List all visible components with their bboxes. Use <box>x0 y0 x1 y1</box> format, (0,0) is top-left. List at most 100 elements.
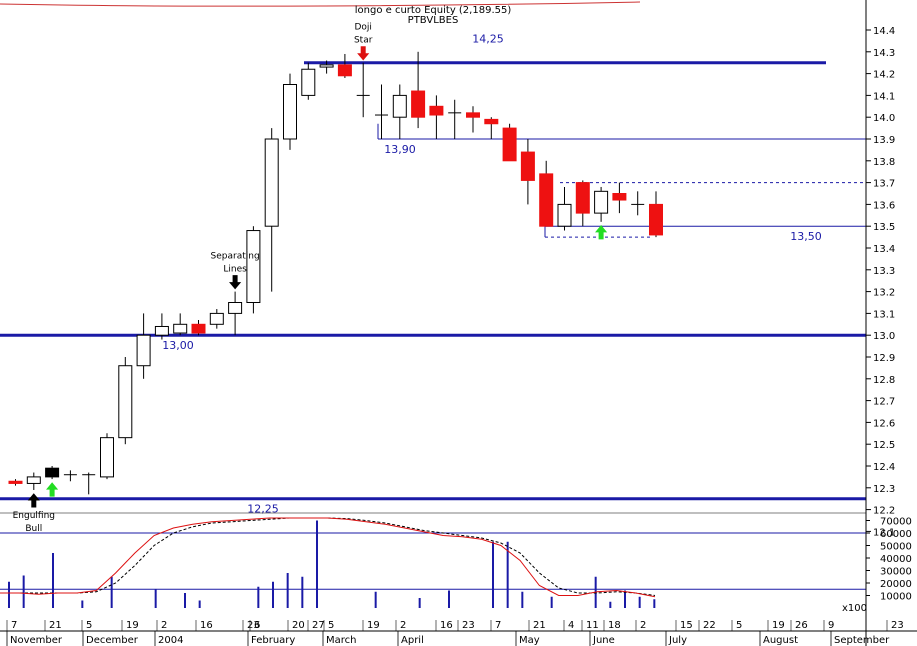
ticker-label: PTBVLBES <box>408 15 459 26</box>
price-tick-label: 13.1 <box>873 309 895 320</box>
candle-body <box>557 203 572 227</box>
day-tick-label: 2 <box>640 620 646 631</box>
day-tick-label: 26 <box>795 620 808 631</box>
oscillator-k-line <box>0 517 656 598</box>
price-tick-label: 13.2 <box>873 288 895 299</box>
candle-body <box>319 64 334 68</box>
candle-body <box>649 203 663 236</box>
month-label: April <box>401 635 424 646</box>
day-tick-label: 11 <box>586 620 599 631</box>
day-tick-label: 23 <box>247 620 260 631</box>
month-label: 2004 <box>158 635 183 646</box>
month-label: June <box>592 635 615 646</box>
day-tick-label: 15 <box>680 620 693 631</box>
candle-body <box>8 480 23 484</box>
chart-title: longo e curto Equity (2,189.55) <box>355 5 512 16</box>
chart-grid <box>0 1 641 7</box>
annotation-text: Bull <box>25 524 42 534</box>
annotation-text: Separating <box>211 252 260 262</box>
candle-body <box>154 325 169 336</box>
volume-tick-label: 30000 <box>880 567 912 578</box>
pattern-annotations: Engulfing Bull Separating Lines Doji Star <box>13 23 608 534</box>
price-tick-label: 13.3 <box>873 266 895 277</box>
day-tick-label: 18 <box>608 620 621 631</box>
candle-body <box>575 182 590 214</box>
price-tick-label: 14.1 <box>873 91 895 102</box>
annotation-text: Doji <box>354 23 371 33</box>
price-tick-label: 13.9 <box>873 135 895 146</box>
price-tick-label: 12.7 <box>873 397 895 408</box>
volume-tick-label: 20000 <box>880 579 912 590</box>
day-tick-label: 23 <box>891 620 904 631</box>
oscillator-d-line <box>0 517 656 596</box>
candle-body <box>228 302 243 314</box>
annotation-arrow-up <box>595 225 608 240</box>
price-tick-label: 13.5 <box>873 222 895 233</box>
candle-body <box>539 173 554 227</box>
candle-body <box>191 323 206 334</box>
header-decor-line <box>0 1 641 7</box>
annotation-text: Star <box>354 36 373 46</box>
level-label: 13,50 <box>790 230 822 243</box>
day-tick-label: 4 <box>568 620 574 631</box>
candle-body <box>520 151 535 181</box>
price-tick-label: 12.8 <box>873 375 895 386</box>
day-tick-label: 23 <box>462 620 475 631</box>
day-tick-label: 19 <box>367 620 380 631</box>
level-label: 13,00 <box>162 339 194 352</box>
candle-body <box>484 118 499 125</box>
day-tick-label: 2 <box>161 620 167 631</box>
day-tick-label: 21 <box>533 620 546 631</box>
price-tick-label: 13.8 <box>873 157 895 168</box>
candlestick-series <box>8 51 663 495</box>
day-tick-label: 6 <box>254 620 260 631</box>
day-tick-label: 19 <box>126 620 139 631</box>
candle-body <box>411 90 426 118</box>
candle-body <box>100 437 114 478</box>
day-tick-label: 16 <box>200 620 213 631</box>
price-tick-label: 12.4 <box>873 462 895 473</box>
day-tick-label: 2 <box>400 620 406 631</box>
day-tick-label: 5 <box>86 620 92 631</box>
volume-tick-label: 60000 <box>880 529 912 540</box>
day-tick-label: 5 <box>328 620 334 631</box>
support-resistance-lines: 14,25 13,90 13,50 13,00 12,25 <box>0 33 866 516</box>
annotation-arrow-down <box>229 275 242 290</box>
price-tick-label: 12.9 <box>873 353 895 364</box>
candle-body <box>136 334 151 367</box>
annotation-arrow-up <box>27 493 40 508</box>
level-label: 12,25 <box>247 503 279 516</box>
price-tick-label: 14.0 <box>873 113 895 124</box>
volume-tick-label: 10000 <box>880 592 912 603</box>
candle-body <box>392 94 407 118</box>
candle-body <box>26 476 41 484</box>
candle-body <box>337 64 352 77</box>
candle-body <box>45 467 60 478</box>
annotation-arrow-down <box>357 46 370 61</box>
annotation-text: Lines <box>223 265 247 275</box>
candle-body <box>594 190 609 214</box>
candle-body <box>301 68 316 96</box>
day-tick-label: 22 <box>703 620 716 631</box>
price-tick-label: 12.6 <box>873 418 895 429</box>
candle-body <box>466 112 480 118</box>
candle-body <box>173 323 188 334</box>
day-tick-label: 5 <box>736 620 742 631</box>
candle-body <box>118 365 133 439</box>
volume-panel <box>0 517 866 608</box>
price-tick-label: 13.6 <box>873 200 895 211</box>
price-tick-label: 14.2 <box>873 70 895 81</box>
candle-body <box>612 193 627 201</box>
volume-tick-label: 50000 <box>880 542 912 553</box>
candle-body <box>502 127 517 162</box>
price-tick-label: 12.5 <box>873 440 895 451</box>
month-label: May <box>519 635 540 646</box>
annotation-text: Engulfing <box>13 511 55 521</box>
price-tick-label: 14.4 <box>873 26 895 37</box>
month-label: February <box>251 635 295 646</box>
price-tick-label: 12.3 <box>873 484 895 495</box>
day-tick-label: 7 <box>11 620 17 631</box>
day-tick-label: 27 <box>312 620 325 631</box>
